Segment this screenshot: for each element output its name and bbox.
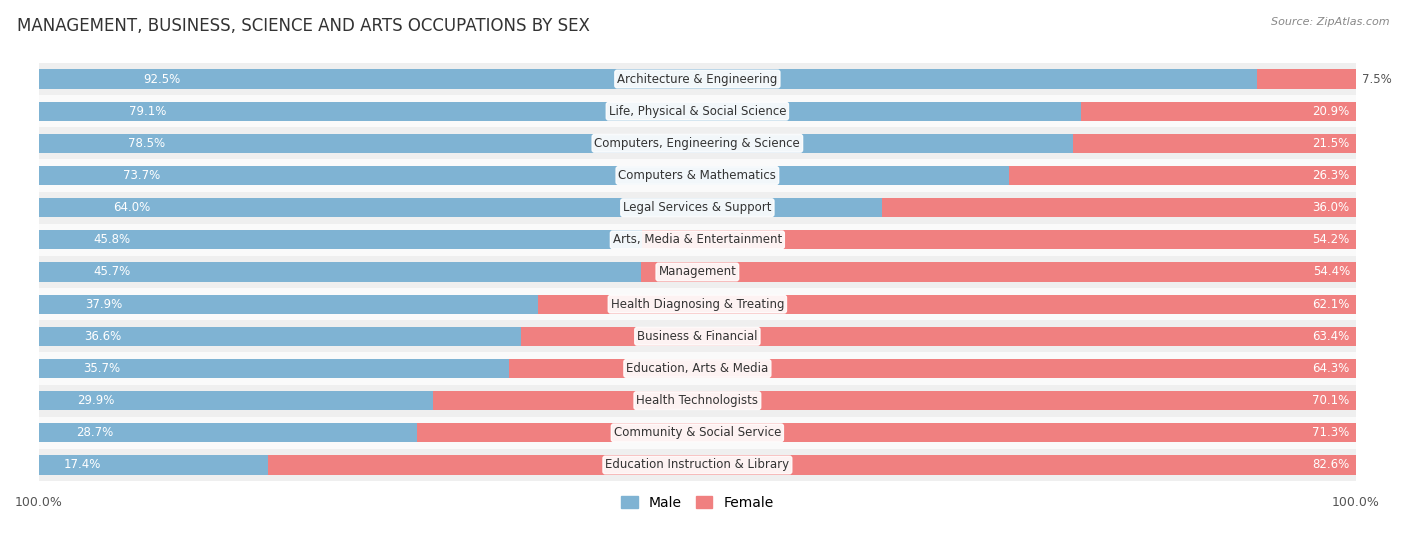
Text: 63.4%: 63.4% — [1312, 330, 1350, 343]
Text: Business & Financial: Business & Financial — [637, 330, 758, 343]
Bar — [39, 159, 1355, 192]
Text: Computers, Engineering & Science: Computers, Engineering & Science — [595, 137, 800, 150]
Text: 26.3%: 26.3% — [1312, 169, 1350, 182]
Text: 70.1%: 70.1% — [1312, 394, 1350, 407]
Text: Education, Arts & Media: Education, Arts & Media — [626, 362, 769, 375]
Text: Computers & Mathematics: Computers & Mathematics — [619, 169, 776, 182]
Bar — [39, 391, 433, 410]
Text: Source: ZipAtlas.com: Source: ZipAtlas.com — [1271, 17, 1389, 27]
Bar — [39, 456, 269, 475]
Text: Arts, Media & Entertainment: Arts, Media & Entertainment — [613, 233, 782, 247]
Text: 28.7%: 28.7% — [76, 427, 112, 439]
Text: 29.9%: 29.9% — [77, 394, 114, 407]
Text: 35.7%: 35.7% — [83, 362, 121, 375]
Text: 7.5%: 7.5% — [1362, 73, 1392, 86]
Text: 36.6%: 36.6% — [84, 330, 121, 343]
Text: Legal Services & Support: Legal Services & Support — [623, 201, 772, 214]
Bar — [39, 449, 1355, 481]
Text: 45.8%: 45.8% — [94, 233, 131, 247]
Bar — [882, 198, 1355, 217]
Text: 64.0%: 64.0% — [112, 201, 150, 214]
Text: Education Instruction & Library: Education Instruction & Library — [606, 458, 789, 471]
Text: 21.5%: 21.5% — [1312, 137, 1350, 150]
Bar — [39, 230, 643, 249]
Bar — [39, 192, 1355, 224]
Bar — [1257, 69, 1355, 89]
Bar — [39, 385, 1355, 416]
Bar — [1073, 134, 1355, 153]
Bar — [39, 326, 520, 346]
Text: 54.2%: 54.2% — [1312, 233, 1350, 247]
Text: 54.4%: 54.4% — [1313, 266, 1351, 278]
Text: Health Technologists: Health Technologists — [637, 394, 758, 407]
Text: Architecture & Engineering: Architecture & Engineering — [617, 73, 778, 86]
Text: 79.1%: 79.1% — [129, 105, 166, 118]
Text: 92.5%: 92.5% — [143, 73, 180, 86]
Bar — [39, 320, 1355, 352]
Text: Management: Management — [658, 266, 737, 278]
Text: Community & Social Service: Community & Social Service — [613, 427, 782, 439]
Bar — [39, 256, 1355, 288]
Bar — [520, 326, 1355, 346]
Text: 78.5%: 78.5% — [128, 137, 166, 150]
Bar — [509, 359, 1355, 378]
Bar — [39, 224, 1355, 256]
Bar — [39, 63, 1355, 95]
Bar — [39, 134, 1073, 153]
Bar — [416, 423, 1355, 442]
Bar — [39, 295, 538, 314]
Text: 36.0%: 36.0% — [1312, 201, 1350, 214]
Bar — [1010, 166, 1355, 185]
Text: 64.3%: 64.3% — [1312, 362, 1350, 375]
Bar — [39, 416, 1355, 449]
Bar — [641, 262, 1357, 282]
Bar — [39, 127, 1355, 159]
Bar — [39, 198, 882, 217]
Bar — [1081, 102, 1355, 121]
Text: Life, Physical & Social Science: Life, Physical & Social Science — [609, 105, 786, 118]
Bar — [39, 95, 1355, 127]
Text: 17.4%: 17.4% — [63, 458, 101, 471]
Text: 37.9%: 37.9% — [86, 297, 122, 311]
Text: 62.1%: 62.1% — [1312, 297, 1350, 311]
Text: 71.3%: 71.3% — [1312, 427, 1350, 439]
Bar — [433, 391, 1355, 410]
Bar — [538, 295, 1355, 314]
Text: Health Diagnosing & Treating: Health Diagnosing & Treating — [610, 297, 785, 311]
Bar — [643, 230, 1355, 249]
Text: 20.9%: 20.9% — [1312, 105, 1350, 118]
Bar — [39, 166, 1010, 185]
Bar — [39, 262, 641, 282]
Text: MANAGEMENT, BUSINESS, SCIENCE AND ARTS OCCUPATIONS BY SEX: MANAGEMENT, BUSINESS, SCIENCE AND ARTS O… — [17, 17, 589, 35]
Bar — [39, 359, 509, 378]
Text: 45.7%: 45.7% — [94, 266, 131, 278]
Bar — [39, 288, 1355, 320]
Bar — [39, 69, 1257, 89]
Text: 73.7%: 73.7% — [124, 169, 160, 182]
Text: 82.6%: 82.6% — [1312, 458, 1350, 471]
Bar — [39, 352, 1355, 385]
Bar — [39, 102, 1081, 121]
Bar — [269, 456, 1355, 475]
Legend: Male, Female: Male, Female — [616, 490, 779, 515]
Bar — [39, 423, 416, 442]
